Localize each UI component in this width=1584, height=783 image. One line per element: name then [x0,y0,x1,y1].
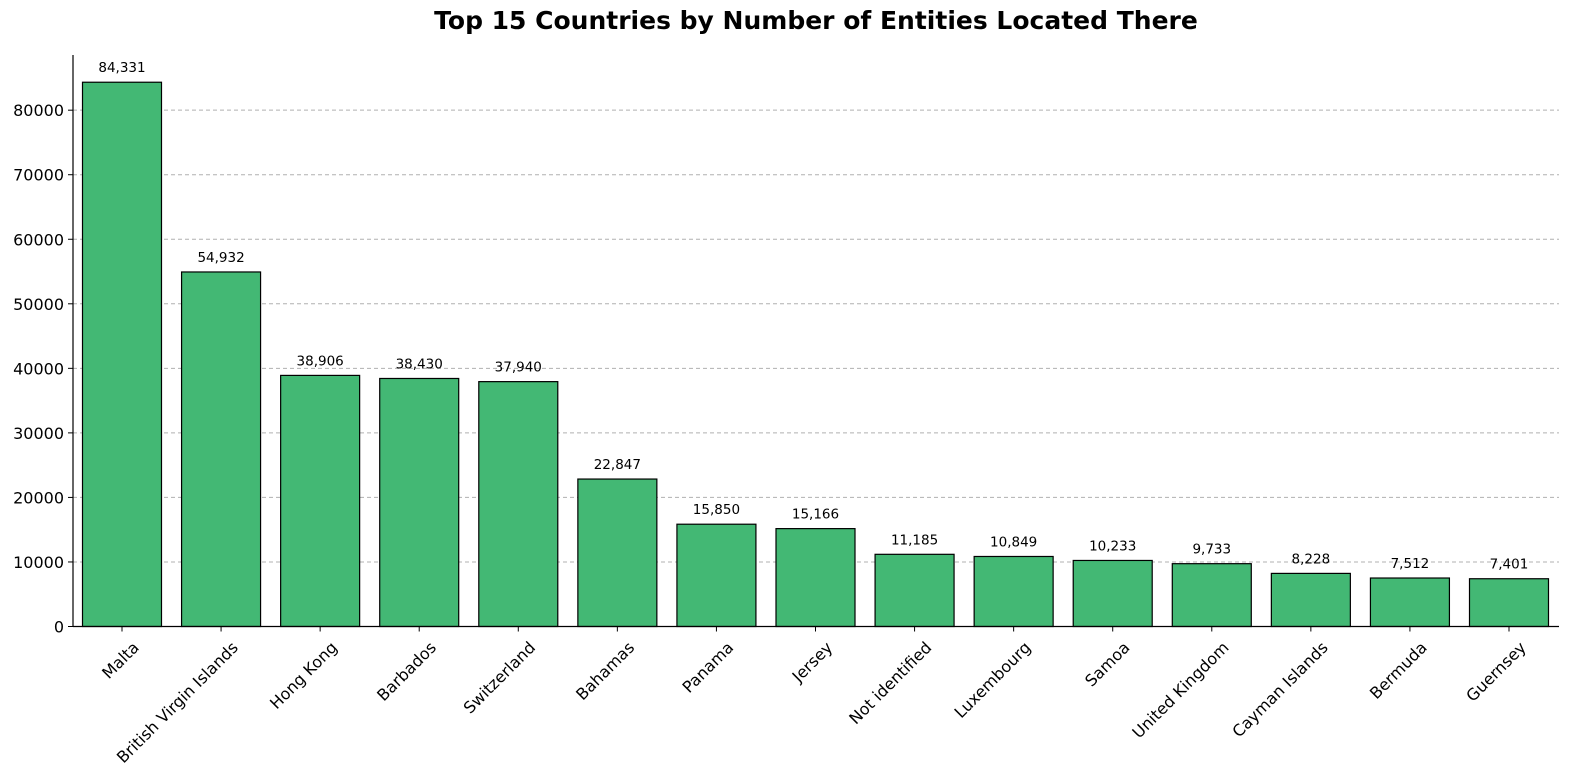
y-tick-label-3: 30000 [13,424,64,443]
value-labels: 84,331 54,932 38,906 38,430 37,940 22,847 15,8… [98,60,1528,573]
y-tick-label-6: 60000 [13,230,64,249]
bar-9 [973,555,1054,628]
bar-1 [180,271,262,628]
x-tick-label-13: Bermuda [1366,638,1431,703]
x-tick-label-11: United Kingdom [1128,638,1232,742]
y-tick-label-5: 50000 [13,295,64,314]
bar-4 [478,381,559,628]
bar-2 [280,374,361,628]
value-label-1: 54,932 [197,250,244,266]
value-label-2: 38,906 [297,353,344,369]
value-label-4: 37,940 [495,360,542,376]
x-tick-label-10: Samoa [1081,638,1133,690]
x-tick-label-2: Hong Kong [266,638,341,713]
y-ticks: 0 10000 20000 30000 40000 50000 60000 70000 8000… [13,101,73,637]
bars [81,81,1550,628]
x-tick-label-6: Panama [679,638,738,697]
value-label-10: 10,233 [1089,538,1136,554]
bar-6 [676,523,757,628]
y-tick-label-8: 80000 [13,101,64,120]
value-label-5: 22,847 [594,457,641,473]
bar-0 [81,81,163,628]
x-tick-label-5: Bahamas [572,638,638,704]
y-tick-label-2: 20000 [13,488,64,507]
value-label-14: 7,401 [1490,557,1529,573]
x-tick-label-8: Not identified [845,638,935,728]
x-tick-label-0: Malta [98,638,143,683]
bar-12 [1270,572,1351,628]
value-label-6: 15,850 [693,502,740,518]
value-label-3: 38,430 [396,356,443,372]
y-tick-label-7: 70000 [13,166,64,185]
x-tick-label-12: Cayman Islands [1228,638,1331,741]
bar-10 [1072,559,1153,628]
bar-11 [1171,563,1252,628]
value-label-8: 11,185 [891,532,938,548]
y-tick-label-1: 10000 [13,553,64,572]
x-tick-label-14: Guernsey [1462,638,1530,706]
chart-title: Top 15 Countries by Number of Entities L… [434,6,1198,35]
value-label-11: 9,733 [1192,542,1231,558]
y-tick-label-4: 40000 [13,359,64,378]
value-label-0: 84,331 [98,60,145,76]
y-tick-label-0: 0 [54,618,64,637]
x-tick-label-3: Barbados [373,638,440,705]
value-label-12: 8,228 [1292,551,1331,567]
bar-7 [775,528,856,628]
bar-5 [577,478,658,628]
bar-13 [1369,577,1451,628]
bar-3 [379,377,460,628]
x-tick-label-4: Switzerland [460,638,539,717]
value-label-9: 10,849 [990,534,1037,550]
bar-8 [874,553,955,628]
x-tick-label-7: Jersey [788,638,837,687]
x-tick-label-9: Luxembourg [951,638,1035,722]
bar-14 [1468,578,1550,628]
value-label-7: 15,166 [792,507,839,523]
value-label-13: 7,512 [1391,556,1430,572]
